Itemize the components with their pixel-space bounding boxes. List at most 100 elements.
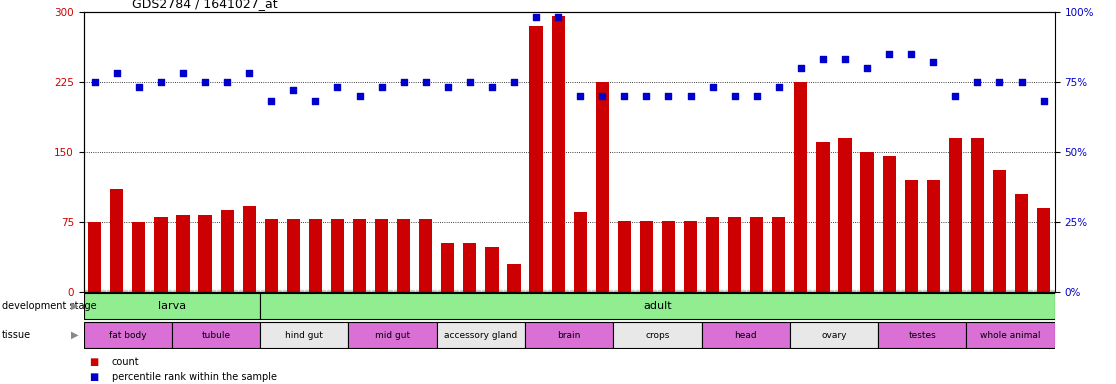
Text: brain: brain (558, 331, 580, 339)
Bar (1037, 208, 1050, 292)
Bar (242, 206, 256, 292)
Text: larva: larva (157, 301, 186, 311)
Bar (397, 219, 411, 292)
Point (549, 14, 567, 20)
Point (725, 93, 743, 99)
Text: accessory gland: accessory gland (444, 331, 518, 339)
Bar (508, 264, 520, 292)
Point (1035, 98, 1052, 104)
Bar (463, 243, 477, 292)
Bar (860, 152, 874, 292)
Bar (110, 189, 124, 292)
Text: tissue: tissue (2, 330, 31, 340)
Text: hind gut: hind gut (286, 331, 324, 339)
Bar (221, 210, 233, 292)
Point (969, 78, 987, 84)
Point (991, 78, 1009, 84)
Point (660, 93, 677, 99)
Point (152, 78, 170, 84)
Point (174, 70, 192, 76)
Bar (816, 142, 829, 292)
Bar (172, 322, 260, 348)
Point (86, 78, 104, 84)
Bar (795, 81, 808, 292)
Bar (309, 219, 323, 292)
Text: adult: adult (643, 301, 672, 311)
Bar (750, 217, 763, 292)
Bar (375, 219, 388, 292)
Bar (662, 221, 675, 292)
Point (416, 78, 434, 84)
Bar (260, 293, 1055, 319)
Text: tubule: tubule (202, 331, 231, 339)
Bar (883, 156, 896, 292)
Point (682, 93, 700, 99)
Bar (966, 322, 1055, 348)
Bar (436, 322, 525, 348)
Point (483, 84, 501, 90)
Point (704, 84, 722, 90)
Bar (614, 322, 702, 348)
Bar (154, 217, 167, 292)
Bar (287, 219, 300, 292)
Bar (905, 180, 917, 292)
Text: ■: ■ (89, 372, 98, 382)
Bar (684, 221, 698, 292)
Bar (88, 222, 102, 292)
Bar (353, 219, 366, 292)
Bar (878, 322, 966, 348)
Point (881, 50, 898, 56)
Point (1012, 78, 1030, 84)
Bar (574, 212, 587, 292)
Point (506, 78, 523, 84)
Point (902, 50, 920, 56)
Point (395, 78, 413, 84)
Bar (551, 16, 565, 292)
Point (129, 84, 147, 90)
Bar (420, 219, 432, 292)
Bar (617, 221, 631, 292)
Bar (330, 219, 344, 292)
Text: percentile rank within the sample: percentile rank within the sample (112, 372, 277, 382)
Point (285, 87, 302, 93)
Text: ■: ■ (89, 356, 98, 367)
Bar (971, 137, 984, 292)
Point (594, 93, 612, 99)
Point (350, 93, 368, 99)
Point (924, 59, 942, 65)
Point (262, 98, 280, 104)
Text: ▶: ▶ (70, 330, 78, 340)
Bar (348, 322, 436, 348)
Bar (838, 137, 852, 292)
Point (637, 93, 655, 99)
Point (240, 70, 258, 76)
Bar (596, 81, 609, 292)
Point (461, 78, 479, 84)
Point (792, 65, 810, 71)
Bar (772, 217, 786, 292)
Point (858, 65, 876, 71)
Bar (1014, 194, 1028, 292)
Text: head: head (734, 331, 757, 339)
Bar (176, 215, 190, 292)
Point (836, 56, 854, 62)
Bar (84, 322, 172, 348)
Point (439, 84, 456, 90)
Bar (485, 247, 499, 292)
Bar (84, 293, 260, 319)
Point (527, 14, 545, 20)
Bar (260, 322, 348, 348)
Text: ovary: ovary (821, 331, 847, 339)
Text: whole animal: whole animal (980, 331, 1041, 339)
Text: development stage: development stage (2, 301, 97, 311)
Point (615, 93, 633, 99)
Point (307, 98, 325, 104)
Point (814, 56, 831, 62)
Text: crops: crops (645, 331, 670, 339)
Point (373, 84, 391, 90)
Point (196, 78, 214, 84)
Point (219, 78, 237, 84)
Text: mid gut: mid gut (375, 331, 411, 339)
Point (946, 93, 964, 99)
Bar (790, 322, 878, 348)
